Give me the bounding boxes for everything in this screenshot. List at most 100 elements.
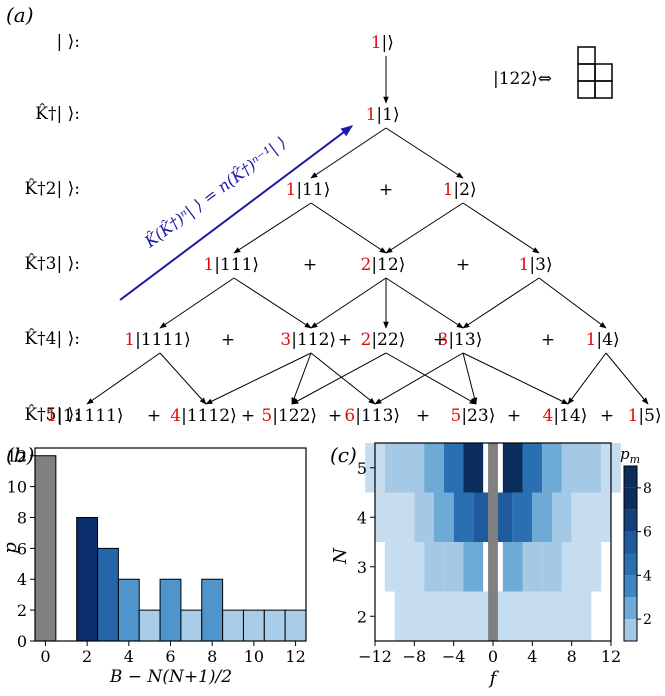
ket: |122⟩ xyxy=(272,406,317,426)
heatmap-cell xyxy=(453,492,474,542)
colorbar-tick-label: 4 xyxy=(643,568,652,584)
coefficient: 1 xyxy=(286,180,297,200)
young-box xyxy=(577,46,596,65)
tree-edges xyxy=(86,56,649,405)
coefficient: 5 xyxy=(261,406,272,426)
ket: |1112⟩ xyxy=(181,406,237,426)
plus-sign: + xyxy=(600,406,614,426)
basis-term: 1|2⟩ xyxy=(443,180,477,200)
x-tick-label: 2 xyxy=(82,647,92,666)
plus-sign: + xyxy=(303,255,317,275)
tree-edge xyxy=(310,127,387,179)
tree-edge xyxy=(291,352,312,405)
x-tick-label: 4 xyxy=(124,647,134,666)
tree-edge xyxy=(538,277,607,329)
coefficient: 4 xyxy=(170,406,181,426)
coefficient: 2 xyxy=(361,330,372,350)
ket: |13⟩ xyxy=(448,330,482,350)
heatmap-cell xyxy=(552,492,572,542)
coefficient: 1 xyxy=(203,255,214,275)
panel-a-label: (a) xyxy=(6,3,34,27)
histogram-bar xyxy=(242,609,265,642)
coefficient: 1 xyxy=(366,105,377,125)
coefficient: 4 xyxy=(543,406,554,426)
heatmap-cell xyxy=(502,443,523,493)
tree-edge xyxy=(310,202,387,254)
histogram-bar xyxy=(76,516,99,642)
colorbar-tick-label: 8 xyxy=(643,481,652,497)
plus-sign: + xyxy=(338,330,352,350)
heatmap-cell xyxy=(443,542,464,592)
tree-edge xyxy=(233,277,312,329)
tree-edge xyxy=(86,352,161,405)
histogram-bars xyxy=(34,455,307,642)
young-diagram-example: |122⟩⇔ xyxy=(493,46,613,99)
heatmap-cell xyxy=(463,443,484,493)
y-tick-label: 5 xyxy=(357,459,367,478)
young-box xyxy=(594,63,613,82)
x-tick-label: 0 xyxy=(40,647,50,666)
coefficient: 1 xyxy=(628,406,639,426)
heatmap-cell xyxy=(532,591,552,641)
basis-term: 2|12⟩ xyxy=(361,255,406,275)
tree-edge xyxy=(233,202,312,254)
row-label: K̂†4| ⟩: xyxy=(24,329,80,349)
row-label: K̂†3| ⟩: xyxy=(24,254,80,274)
heatmap-cell xyxy=(414,492,434,542)
plus-sign: + xyxy=(147,406,161,426)
coefficient: 1 xyxy=(586,330,597,350)
heatmap-cell xyxy=(561,542,582,592)
panel-a-tree: (a) | ⟩: K̂†| ⟩: K̂†2| ⟩: K̂†3| ⟩: K̂†4| ⟩: K… xyxy=(6,3,662,426)
tree-edge xyxy=(310,277,387,329)
colorbar: 2 4 6 8pm xyxy=(620,445,652,642)
ket: |1111⟩ xyxy=(135,330,191,350)
y-tick-label: 10 xyxy=(7,478,27,497)
basis-term: 1|1111⟩ xyxy=(124,330,190,350)
annotation-text: K̂(K̂†)ⁿ| ⟩ = n(K̂†)ⁿ⁻¹| ⟩ xyxy=(140,133,290,252)
heatmap-cell xyxy=(532,492,552,542)
ket: |2⟩ xyxy=(453,180,476,200)
ket: |113⟩ xyxy=(355,406,400,426)
colorbar-step xyxy=(624,531,637,554)
heatmap-cell xyxy=(463,542,484,592)
basis-term: 3|13⟩ xyxy=(438,330,483,350)
tree-edge xyxy=(567,352,607,405)
ket: |1⟩ xyxy=(376,105,399,125)
tree-edge xyxy=(462,352,569,405)
tree-edge xyxy=(462,202,540,254)
heatmap-cell xyxy=(522,443,543,493)
x-tick-label: −12 xyxy=(358,647,392,666)
x-tick-label: 12 xyxy=(601,647,621,666)
heatmap-cell xyxy=(571,492,592,542)
heatmap-cell xyxy=(424,443,444,493)
histogram-bar xyxy=(263,609,286,642)
panel-b-histogram: (b) 0 2 4 6 8 10 12 0 2 4 6 8 10 12 B − N(N+1)/2 p xyxy=(0,443,307,687)
coefficient: 3 xyxy=(438,330,449,350)
ket: |12⟩ xyxy=(371,255,405,275)
basis-term: 3|112⟩ xyxy=(280,330,336,350)
heatmap-cell xyxy=(384,542,405,592)
y-tick-label: 8 xyxy=(17,508,27,527)
colorbar-label: pm xyxy=(620,445,640,466)
tree-edge xyxy=(385,277,464,329)
colorbar-step xyxy=(624,553,637,576)
basis-term: 1|3⟩ xyxy=(519,255,553,275)
heatmap-cell xyxy=(581,542,602,592)
heatmap-cell xyxy=(375,492,395,542)
basis-term: 1|11111⟩ xyxy=(46,406,123,426)
basis-term: 4|1112⟩ xyxy=(170,406,236,426)
tree-edge xyxy=(159,352,207,405)
y-tick-label: 2 xyxy=(357,607,367,626)
basis-term: 1|⟩ xyxy=(371,33,394,53)
y-tick-label: 6 xyxy=(17,539,27,558)
row-label: K̂†| ⟩: xyxy=(35,104,80,124)
histogram-bar xyxy=(97,547,119,642)
ket: |11111⟩ xyxy=(57,406,123,426)
tree-edge xyxy=(310,352,376,405)
histogram-bar xyxy=(180,609,203,642)
basis-term: 5|23⟩ xyxy=(451,406,496,426)
plus-sign: + xyxy=(507,406,521,426)
y-tick-label: 4 xyxy=(17,570,27,589)
y-tick-label: 3 xyxy=(357,558,367,577)
